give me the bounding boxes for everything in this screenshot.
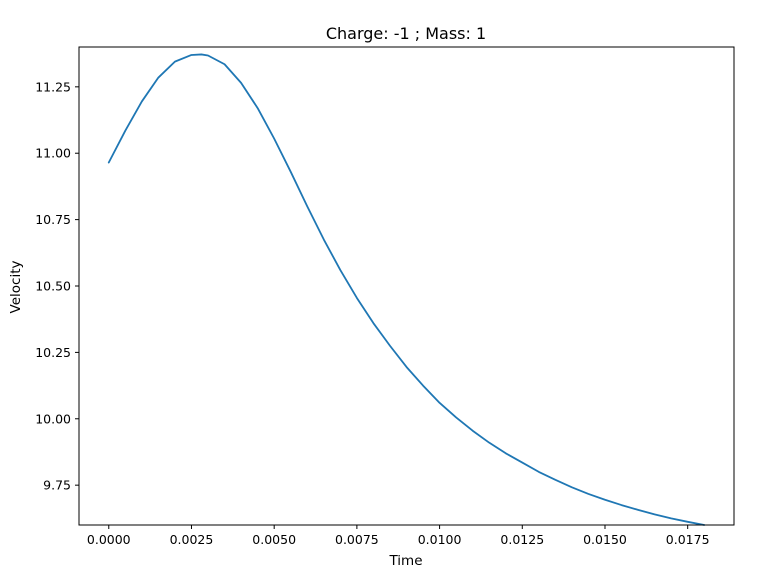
x-tick-label: 0.0175 (666, 532, 710, 547)
y-tick-label: 9.75 (43, 478, 71, 493)
x-tick-label: 0.0050 (252, 532, 296, 547)
x-axis-label: Time (388, 553, 422, 569)
x-tick-label: 0.0150 (583, 532, 627, 547)
y-axis: 9.75 10.00 10.25 10.50 10.75 11.00 11.25 (35, 79, 79, 493)
x-tick-label: 0.0000 (87, 532, 131, 547)
x-tick-label: 0.0125 (500, 532, 544, 547)
y-tick-label: 10.25 (35, 345, 71, 360)
x-tick-label: 0.0100 (418, 532, 462, 547)
y-tick-label: 11.25 (35, 79, 71, 94)
y-axis-label: Velocity (8, 261, 24, 314)
y-tick-label: 11.00 (35, 146, 71, 161)
y-tick-label: 10.75 (35, 212, 71, 227)
series-line-0 (107, 53, 706, 526)
x-axis: 0.0000 0.0025 0.0050 0.0075 0.0100 0.0125 0.01… (87, 525, 710, 547)
y-tick-label: 10.00 (35, 411, 71, 426)
y-tick-label: 10.50 (35, 279, 71, 294)
plot-area (107, 53, 706, 526)
x-tick-label: 0.0025 (170, 532, 214, 547)
chart-title: Charge: -1 ; Mass: 1 (326, 24, 486, 43)
x-tick-label: 0.0075 (335, 532, 379, 547)
